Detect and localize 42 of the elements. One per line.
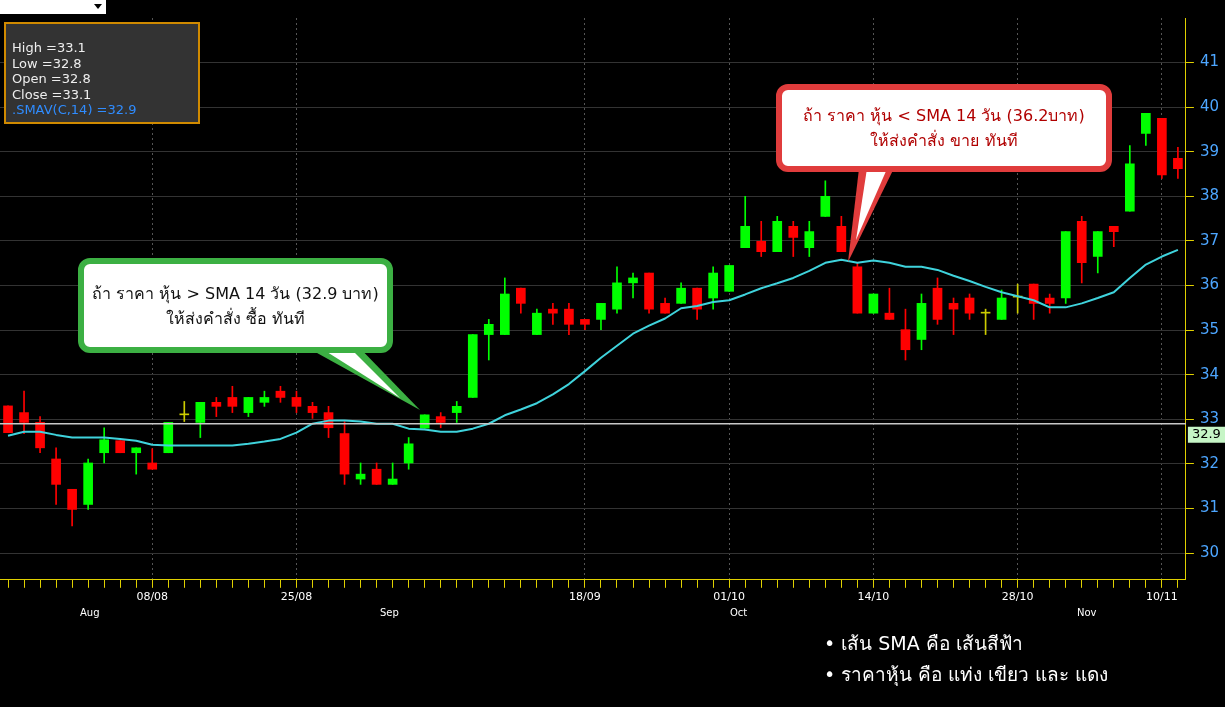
y-tick-label: 35 <box>1199 320 1220 338</box>
x-tick-label: 01/10 <box>713 590 746 604</box>
annotation: .SMAV(C,14) =32.9 <box>12 102 138 118</box>
x-tick-label: 14/10 <box>857 590 890 604</box>
annotation: Close =33.1 <box>12 86 93 102</box>
x-tick-label: 08/08 <box>136 590 169 604</box>
annotation: ถ้า ราคา หุ้น > SMA 14 วัน (32.9 บาท) ให้ส่งคำสั่ง ซื้อ ทันที <box>92 282 379 330</box>
text: Aug <box>80 607 100 618</box>
candlestick <box>435 412 446 429</box>
candlestick <box>179 401 190 422</box>
y-tick-label: 36 <box>1199 275 1220 294</box>
ref-line-label: 32.9 <box>1191 426 1221 442</box>
y-tick-label: 37 <box>1199 230 1220 249</box>
text: Oct <box>730 607 748 618</box>
candlestick <box>467 334 478 398</box>
y-tick-label: 31 <box>1199 498 1220 517</box>
x-tick-label: 18/09 <box>569 590 601 604</box>
annotation: ถ้า ราคา หุ้น < SMA 14 วัน (36.2บาท) ให้ส่งคำสั่ง ขาย ทันที <box>803 105 1085 152</box>
text: • ราคาหุ้น คือ แท่ง เขียว และ แดง <box>824 662 1109 688</box>
candlestick <box>419 414 430 429</box>
y-tick-label: 39 <box>1199 141 1220 160</box>
y-tick-label: 40 <box>1199 97 1220 116</box>
y-tick-label: 41 <box>1199 52 1220 71</box>
text: Sep <box>380 607 399 618</box>
candlestick <box>115 440 126 454</box>
text: Nov <box>1077 607 1097 618</box>
candlestick <box>163 422 174 454</box>
x-tick-label: 10/11 <box>1146 590 1178 604</box>
x-tick-label: 25/08 <box>280 590 313 604</box>
speech-bubble: ถ้า ราคา หุ้น < SMA 14 วัน (36.2บาท) ให้ส่งคำสั่ง ขาย ทันที <box>776 84 1112 172</box>
annotation: Low =32.8 <box>12 55 83 71</box>
x-tick-label: 28/10 <box>1001 590 1034 604</box>
y-tick-label: 32 <box>1199 453 1220 472</box>
candlestick <box>724 265 735 292</box>
y-tick-label: 30 <box>1199 542 1220 561</box>
annotation: High =33.1 <box>12 40 87 56</box>
y-tick-label: 33 <box>1199 409 1220 428</box>
annotation: Open =32.8 <box>12 71 92 87</box>
text: • เส้น SMA คือ เส้นสีฟ้า <box>824 631 1023 656</box>
y-tick-label: 34 <box>1199 364 1220 383</box>
y-tick-label: 38 <box>1199 186 1220 205</box>
candlestick <box>3 405 13 433</box>
